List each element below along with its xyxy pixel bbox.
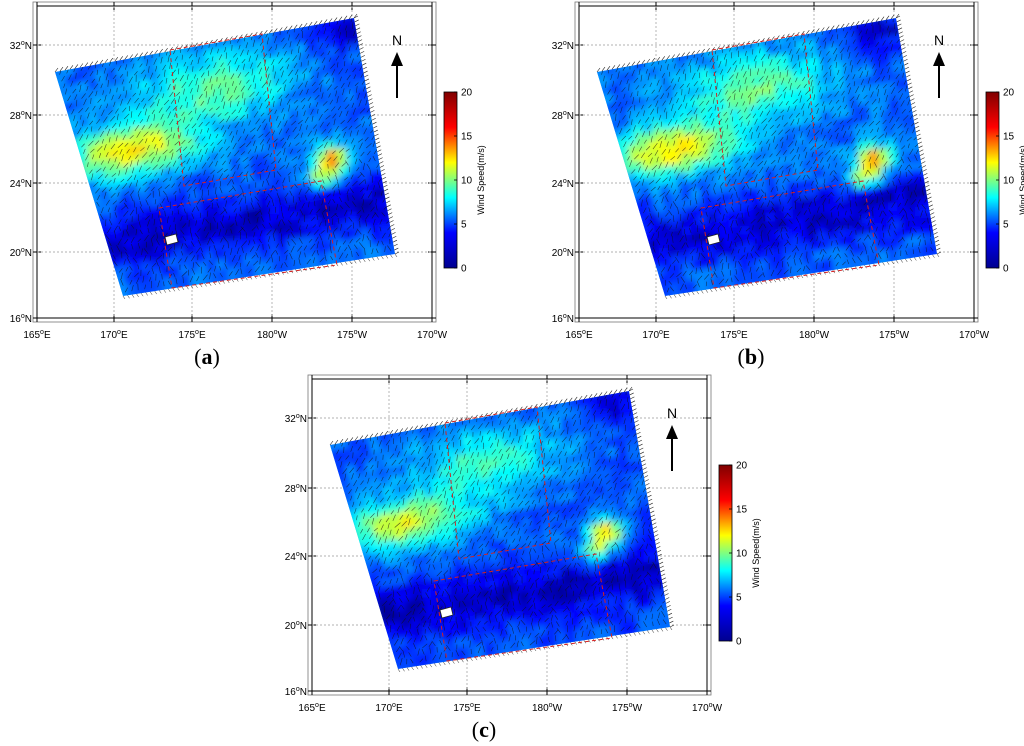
latitude-labels: 32oN 28oN 24oN 20oN 16oN	[10, 40, 32, 325]
north-arrow-icon: N	[933, 32, 945, 98]
map-panel-c: N 20 15 10 5 0 Wind Speed(m/s) 32oN 28oN 24oN 20oN…	[285, 374, 761, 714]
lon-label: 175oW	[879, 329, 910, 341]
lat-label: 20oN	[10, 247, 32, 259]
north-label: N	[667, 405, 677, 421]
lon-label: 165oE	[565, 329, 593, 341]
longitude-labels: 165oE 170oE 175oE 180oW 175oW 170oW	[298, 702, 722, 714]
colorbar-tick-label: 10	[1003, 176, 1015, 187]
study-box-south	[433, 553, 613, 662]
lat-label: 16oN	[552, 313, 574, 325]
colorbar-tick-label: 15	[1003, 132, 1015, 143]
lat-label: 24oN	[10, 178, 32, 190]
colorbar-tick-label: 20	[1003, 88, 1015, 99]
colorbar-tick-label: 20	[461, 88, 473, 99]
swath-edge	[54, 13, 400, 300]
lon-label: 170oW	[959, 329, 990, 341]
lat-label: 16oN	[10, 313, 32, 325]
study-boxes	[433, 406, 613, 662]
lon-label: 175oE	[720, 329, 748, 341]
lat-label: 16oN	[285, 686, 307, 698]
colorbar-tick-label: 0	[736, 637, 742, 648]
panel-caption-a: (a)	[194, 344, 220, 369]
lon-label: 165oE	[23, 329, 51, 341]
lat-label: 32oN	[285, 413, 307, 425]
colorbar-label: Wind Speed(m/s)	[1018, 145, 1024, 215]
north-label: N	[392, 32, 402, 48]
island-marker	[164, 233, 179, 246]
colorbar-tick-label: 5	[1003, 220, 1009, 231]
study-boxes	[700, 33, 880, 289]
lat-label: 32oN	[552, 40, 574, 52]
longitude-labels: 165oE 170oE 175oE 180oW 175oW 170oW	[23, 329, 447, 341]
map-outer-frame	[574, 1, 979, 323]
colorbar-tick-label: 5	[461, 220, 467, 231]
colorbar: 20 15 10 5 0 Wind Speed(m/s)	[443, 88, 486, 275]
map-panel-b: N 20 15 10 5 0 Wind Speed(m/s) 32oN 28oN 24oN 20oN…	[552, 1, 1024, 341]
lat-label: 20oN	[552, 247, 574, 259]
lon-label: 180oW	[532, 702, 563, 714]
wind-vectors	[334, 391, 668, 666]
lon-label: 175oE	[453, 702, 481, 714]
lon-label: 175oW	[612, 702, 643, 714]
colorbar-tick-label: 0	[1003, 264, 1009, 275]
lon-label: 170oE	[100, 329, 128, 341]
colorbar-tick-label: 0	[461, 264, 467, 275]
wind-vectors	[601, 18, 934, 293]
colorbar-tick-label: 10	[736, 549, 748, 560]
island-marker	[706, 233, 721, 246]
lat-label: 32oN	[10, 40, 32, 52]
map-panel-a: N 20 15 10 5 0 Wind Speed(m/s) 32oN 28oN 24oN 20oN…	[10, 1, 486, 341]
lat-label: 28oN	[285, 483, 307, 495]
study-box-south	[700, 180, 880, 289]
longitude-labels: 165oE 170oE 175oE 180oW 175oW 170oW	[565, 329, 989, 341]
colorbar-tick-label: 5	[736, 593, 742, 604]
lon-label: 180oW	[257, 329, 288, 341]
wind-speed-field	[597, 18, 937, 296]
lat-label: 20oN	[285, 620, 307, 632]
lat-label: 28oN	[552, 110, 574, 122]
latitude-labels: 32oN 28oN 24oN 20oN 16oN	[285, 413, 307, 698]
wind-speed-field	[330, 391, 670, 669]
colorbar-tick-label: 15	[461, 132, 473, 143]
panel-caption-c: (c)	[471, 717, 497, 742]
lon-label: 170oE	[375, 702, 403, 714]
colorbar: 20 15 10 5 0 Wind Speed(m/s)	[985, 88, 1024, 275]
island-marker	[439, 606, 454, 619]
map-outer-frame	[32, 1, 437, 323]
lat-label: 28oN	[10, 110, 32, 122]
lat-label: 24oN	[285, 551, 307, 563]
colorbar-tick-label: 20	[736, 461, 748, 472]
colorbar-tick-label: 15	[736, 505, 748, 516]
colorbar-label: Wind Speed(m/s)	[751, 518, 761, 588]
lon-label: 170oE	[642, 329, 670, 341]
north-arrow-icon: N	[666, 405, 678, 471]
colorbar: 20 15 10 5 0 Wind Speed(m/s)	[718, 461, 761, 648]
study-boxes	[158, 33, 338, 289]
lat-label: 24oN	[552, 178, 574, 190]
panel-caption-b: (b)	[737, 344, 765, 369]
lon-label: 180oW	[799, 329, 830, 341]
lon-label: 170oW	[692, 702, 723, 714]
colorbar-tick-label: 10	[461, 176, 473, 187]
lon-label: 170oW	[417, 329, 448, 341]
north-arrow-icon: N	[391, 32, 403, 98]
north-label: N	[934, 32, 944, 48]
swath-edge	[329, 386, 675, 673]
lon-label: 175oE	[178, 329, 206, 341]
study-box-south	[158, 180, 338, 289]
lon-label: 175oW	[337, 329, 368, 341]
lon-label: 165oE	[298, 702, 326, 714]
map-outer-frame	[307, 374, 712, 696]
colorbar-label: Wind Speed(m/s)	[476, 145, 486, 215]
latitude-labels: 32oN 28oN 24oN 20oN 16oN	[552, 40, 574, 325]
